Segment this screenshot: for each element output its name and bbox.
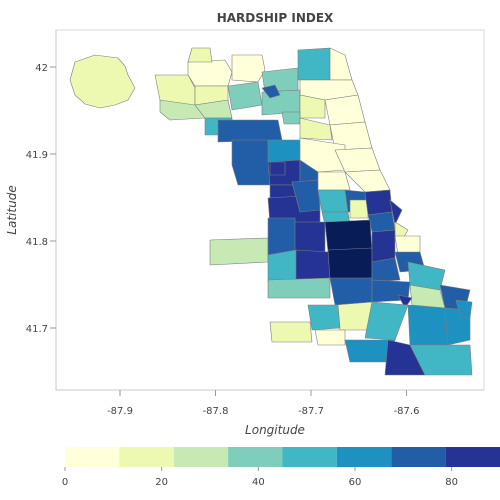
map-area-c-7[interactable] [349,199,369,219]
color-scale-tick-label: 60 [349,477,362,488]
map-area-w-3[interactable] [231,139,271,186]
map-area-n-7[interactable] [261,84,281,99]
map-area-sw-6[interactable] [267,277,331,299]
y-axis-title: Latitude [5,185,19,234]
map-area-sc-5[interactable] [394,235,421,255]
color-scale-bin [119,447,174,467]
map-area-sc-8[interactable] [329,277,373,306]
x-axis: -87.9 -87.8 -87.7 -87.6 [56,389,484,417]
x-axis-title: Longitude [245,423,305,437]
y-axis: 41.7 41.8 41.9 42 [26,30,57,390]
map-area-w-6[interactable] [269,161,286,176]
map-area-c-4[interactable] [317,171,351,191]
color-scale-bar: 0 20 40 60 80 [62,447,500,488]
chart-title: HARDSHIP INDEX [217,11,334,25]
map-area-sw-4[interactable] [267,249,297,283]
color-scale-bin [228,447,283,467]
map-area-c-11[interactable] [389,199,403,226]
map-area-s-4[interactable] [397,294,413,309]
y-tick-label: 41.8 [26,237,48,248]
x-tick-label: -87.7 [298,406,324,417]
map-area-sw-5[interactable] [295,249,331,283]
color-scale-bin [65,447,120,467]
map-area-s-5[interactable] [334,301,373,331]
map-area-sc-4[interactable] [371,257,401,283]
x-tick-label: -87.9 [107,406,133,417]
map-area-c-1[interactable] [299,137,346,173]
color-scale-tick-label: 0 [62,477,68,488]
map-area-nw-6[interactable] [159,99,206,121]
map-area-n-10[interactable] [281,111,301,125]
color-scale-bin [173,447,229,467]
map-area-n-8[interactable] [299,94,326,119]
y-tick-label: 42 [35,63,48,74]
map-area-w-2[interactable] [217,119,283,143]
map-area-c-8[interactable] [364,189,393,216]
map-area-w-4[interactable] [267,139,301,163]
x-tick-label: -87.6 [394,406,420,417]
map-area-s-11[interactable] [314,329,346,346]
x-tick-label: -87.8 [203,406,229,417]
map-area-n-11[interactable] [299,117,333,141]
map-area-w-10[interactable] [291,179,321,213]
color-scale-tick-label: 40 [252,477,265,488]
color-scale-tick-label: 80 [445,477,458,488]
color-scale-bin [336,447,392,467]
y-tick-label: 41.9 [26,150,48,161]
map-area-sw-2[interactable] [267,217,297,256]
map-area-s-10[interactable] [455,299,473,319]
map-area-nw-1[interactable] [187,59,233,87]
map-area-nw-3[interactable] [187,47,213,63]
map-area-sc-3[interactable] [371,229,396,263]
map-area-sc-1[interactable] [324,219,373,253]
map-area-n-1[interactable] [227,81,263,111]
map-area-n-3[interactable] [297,47,331,81]
map-area-s-7[interactable] [307,304,341,331]
map-area-s-12[interactable] [269,321,313,343]
color-scale-bin [282,447,337,467]
map-area-n-9[interactable] [324,94,366,126]
y-tick-label: 41.7 [26,324,48,335]
map-area-sw-1[interactable] [209,237,269,266]
community-areas-map [69,47,473,376]
map-area-c-5[interactable] [317,189,349,213]
map-area-sc-2[interactable] [327,247,373,281]
map-area-ohare[interactable] [69,54,136,109]
color-scale-bin [445,447,500,467]
map-area-s-15[interactable] [409,344,473,376]
map-area-c-10[interactable] [367,211,396,233]
map-area-s-8[interactable] [407,304,449,346]
map-area-nw-2[interactable] [231,54,266,83]
color-scale-bin [391,447,446,467]
color-scale-tick-label: 20 [155,477,168,488]
